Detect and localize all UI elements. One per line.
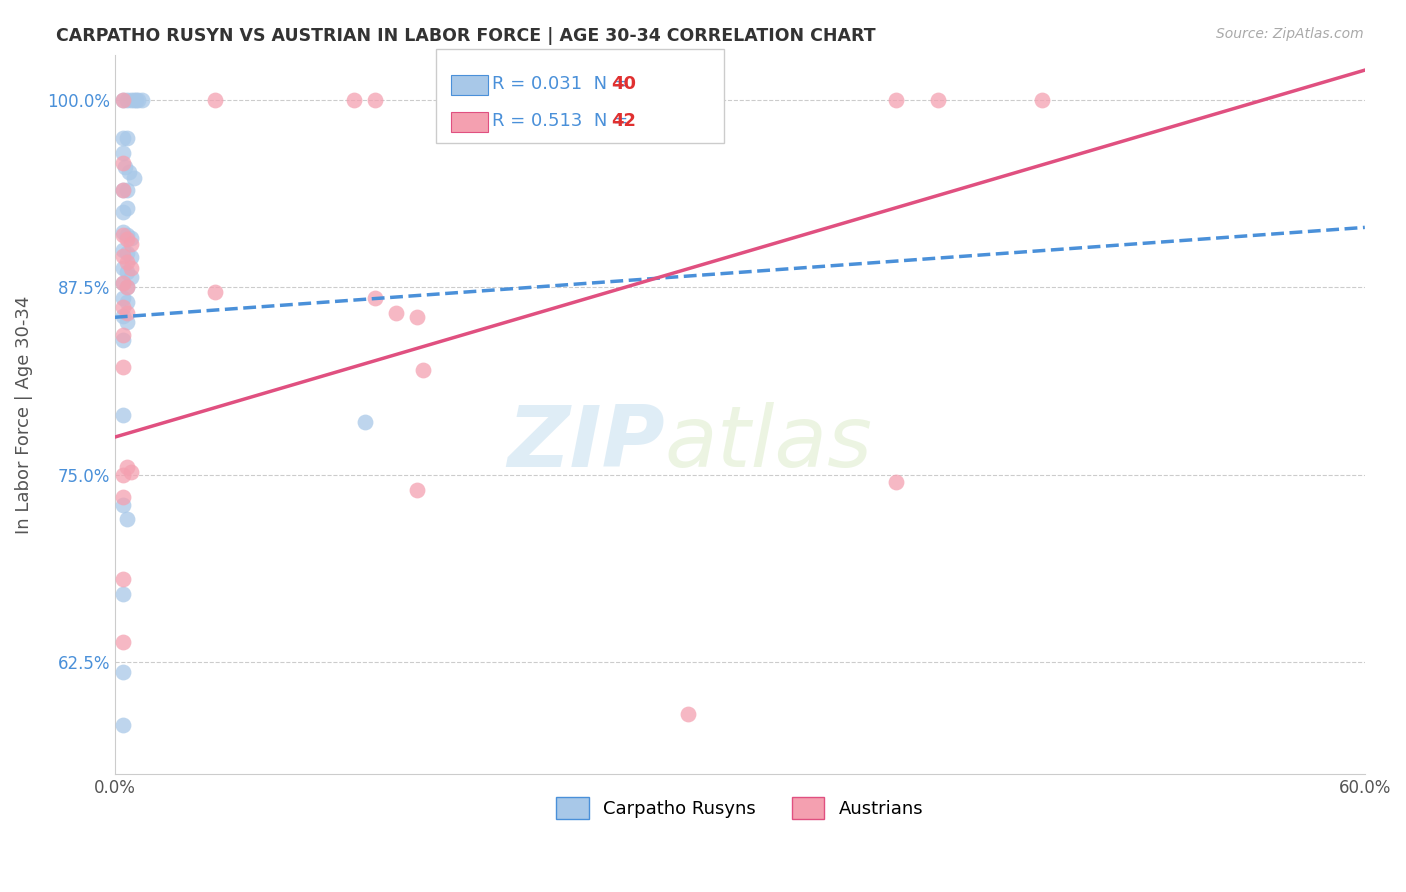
Point xyxy=(204,93,226,107)
Point xyxy=(468,93,491,107)
Point xyxy=(884,475,907,489)
Point xyxy=(117,227,139,242)
Point xyxy=(112,359,135,374)
Point xyxy=(364,291,387,305)
Point xyxy=(884,93,907,107)
Text: ZIP: ZIP xyxy=(508,402,665,485)
Point xyxy=(117,265,139,279)
Point xyxy=(112,573,135,587)
Point xyxy=(117,306,139,320)
Point xyxy=(343,93,366,107)
Point xyxy=(117,232,139,246)
Point xyxy=(204,285,226,299)
Point xyxy=(112,300,135,314)
Point xyxy=(120,465,142,479)
Point xyxy=(120,236,142,251)
Point xyxy=(1031,93,1053,107)
Point xyxy=(120,231,142,245)
Point xyxy=(112,276,135,290)
Point xyxy=(117,183,139,197)
Text: 42: 42 xyxy=(612,112,637,130)
Point xyxy=(510,93,533,107)
Legend: Carpatho Rusyns, Austrians: Carpatho Rusyns, Austrians xyxy=(548,789,931,826)
Text: atlas: atlas xyxy=(665,402,873,485)
Point xyxy=(412,362,434,376)
Point xyxy=(114,161,136,175)
Point xyxy=(127,93,149,107)
Point xyxy=(112,243,135,257)
Point xyxy=(117,295,139,310)
Point xyxy=(112,717,135,731)
Point xyxy=(122,171,145,186)
Point xyxy=(112,183,135,197)
Text: R = 0.031  N =: R = 0.031 N = xyxy=(492,75,634,93)
Point xyxy=(112,467,135,482)
Point xyxy=(112,93,135,107)
Point xyxy=(530,93,553,107)
Point xyxy=(112,587,135,601)
Point xyxy=(112,145,135,160)
Point xyxy=(489,93,512,107)
Point xyxy=(117,130,139,145)
Point xyxy=(117,315,139,329)
Point xyxy=(117,201,139,215)
Point xyxy=(112,276,135,290)
Point xyxy=(117,93,139,107)
Point xyxy=(112,333,135,347)
Point xyxy=(117,512,139,526)
Point xyxy=(353,415,375,429)
Point xyxy=(676,707,699,722)
Point xyxy=(405,310,427,325)
Point xyxy=(112,156,135,170)
Point xyxy=(385,306,408,320)
Point xyxy=(117,460,139,475)
Point xyxy=(112,260,135,275)
Point xyxy=(112,309,135,323)
Point xyxy=(120,93,142,107)
Point xyxy=(112,849,135,863)
Text: Source: ZipAtlas.com: Source: ZipAtlas.com xyxy=(1216,27,1364,41)
Point xyxy=(120,260,142,275)
Point xyxy=(112,328,135,343)
Point xyxy=(112,227,135,242)
Point xyxy=(112,93,135,107)
Point xyxy=(405,483,427,497)
Text: 40: 40 xyxy=(612,75,637,93)
Point xyxy=(112,291,135,305)
Text: R = 0.513  N =: R = 0.513 N = xyxy=(492,112,634,130)
Point xyxy=(131,93,153,107)
Point xyxy=(112,183,135,197)
Point xyxy=(112,635,135,649)
Point xyxy=(112,665,135,680)
Point xyxy=(112,490,135,504)
Point xyxy=(112,205,135,219)
Point xyxy=(117,245,139,260)
Text: CARPATHO RUSYN VS AUSTRIAN IN LABOR FORCE | AGE 30-34 CORRELATION CHART: CARPATHO RUSYN VS AUSTRIAN IN LABOR FORC… xyxy=(56,27,876,45)
Point xyxy=(124,93,146,107)
Point xyxy=(112,130,135,145)
Point xyxy=(112,249,135,263)
Point xyxy=(120,251,142,265)
Point xyxy=(118,165,141,179)
Point xyxy=(117,280,139,294)
Point xyxy=(927,93,949,107)
Point xyxy=(117,255,139,269)
Y-axis label: In Labor Force | Age 30-34: In Labor Force | Age 30-34 xyxy=(15,295,32,533)
Point xyxy=(120,269,142,284)
Point xyxy=(112,225,135,239)
Point xyxy=(364,93,387,107)
Point xyxy=(117,280,139,294)
Point xyxy=(112,408,135,422)
Point xyxy=(122,93,145,107)
Point xyxy=(112,498,135,512)
